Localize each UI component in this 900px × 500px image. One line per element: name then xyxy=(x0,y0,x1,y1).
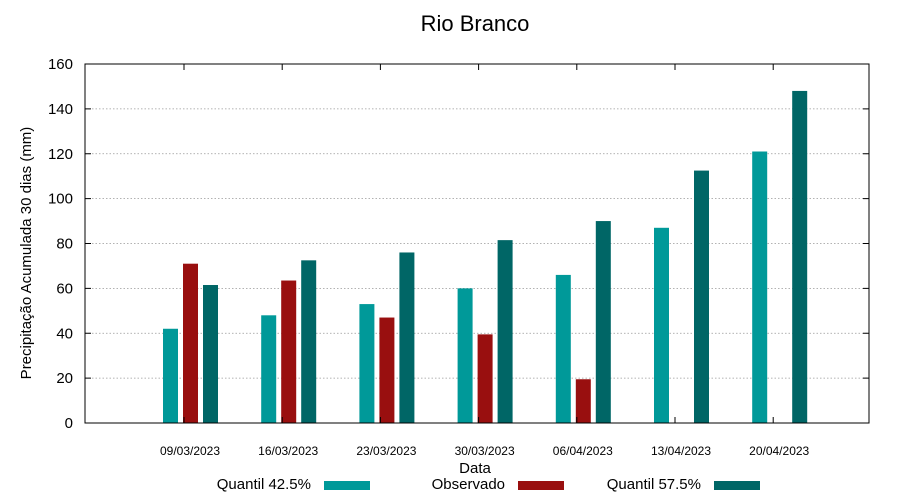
legend-swatch xyxy=(518,481,564,490)
chart-title: Rio Branco xyxy=(421,11,530,36)
y-tick-label: 140 xyxy=(48,101,73,118)
x-tick-label: 13/04/2023 xyxy=(651,444,711,458)
y-tick-label: 80 xyxy=(56,236,73,253)
x-axis-ticks: 09/03/2023 16/03/2023 23/03/2023 30/03/2023… xyxy=(160,64,810,458)
legend: Quantil 42.5% Observado Quantil 57.5% xyxy=(217,476,760,493)
bar xyxy=(457,288,473,423)
y-tick-label: 100 xyxy=(48,191,73,208)
bar xyxy=(183,263,198,423)
x-tick-label: 09/03/2023 xyxy=(160,444,220,458)
bar xyxy=(792,90,808,424)
y-tick-label: 20 xyxy=(56,370,73,387)
bar xyxy=(575,379,591,423)
bar xyxy=(281,280,297,423)
legend-label: Quantil 42.5% xyxy=(217,476,311,493)
legend-swatch xyxy=(324,481,370,490)
y-tick-label: 60 xyxy=(56,280,73,297)
bar xyxy=(203,285,218,423)
gridlines xyxy=(85,108,869,379)
legend-label: Quantil 57.5% xyxy=(607,476,701,493)
bar xyxy=(261,315,277,423)
bar xyxy=(752,151,768,423)
x-tick-label: 23/03/2023 xyxy=(356,444,416,458)
y-tick-label: 40 xyxy=(56,325,73,342)
bar xyxy=(163,328,178,423)
y-tick-label: 120 xyxy=(48,146,73,163)
bar xyxy=(555,274,571,423)
legend-label: Observado xyxy=(432,476,505,493)
bar xyxy=(301,260,317,423)
y-axis-ticks: 0 20 40 60 80 100 120 140 160 xyxy=(48,56,869,432)
legend-swatch xyxy=(714,481,760,490)
bar xyxy=(399,252,415,423)
bar xyxy=(694,170,709,423)
bars xyxy=(163,90,808,424)
y-tick-label: 0 xyxy=(65,415,73,432)
bar xyxy=(654,227,669,423)
bar xyxy=(595,221,611,423)
bar xyxy=(379,317,395,423)
x-axis-label: Data xyxy=(459,460,491,477)
bar xyxy=(477,334,493,423)
y-axis-label: Precipitação Acumulada 30 dias (mm) xyxy=(18,127,35,380)
x-tick-label: 20/04/2023 xyxy=(749,444,809,458)
x-tick-label: 06/04/2023 xyxy=(553,444,613,458)
y-tick-label: 160 xyxy=(48,56,73,73)
x-tick-label: 16/03/2023 xyxy=(258,444,318,458)
x-tick-label: 30/03/2023 xyxy=(455,444,515,458)
bar xyxy=(497,240,513,423)
bar xyxy=(359,304,375,423)
